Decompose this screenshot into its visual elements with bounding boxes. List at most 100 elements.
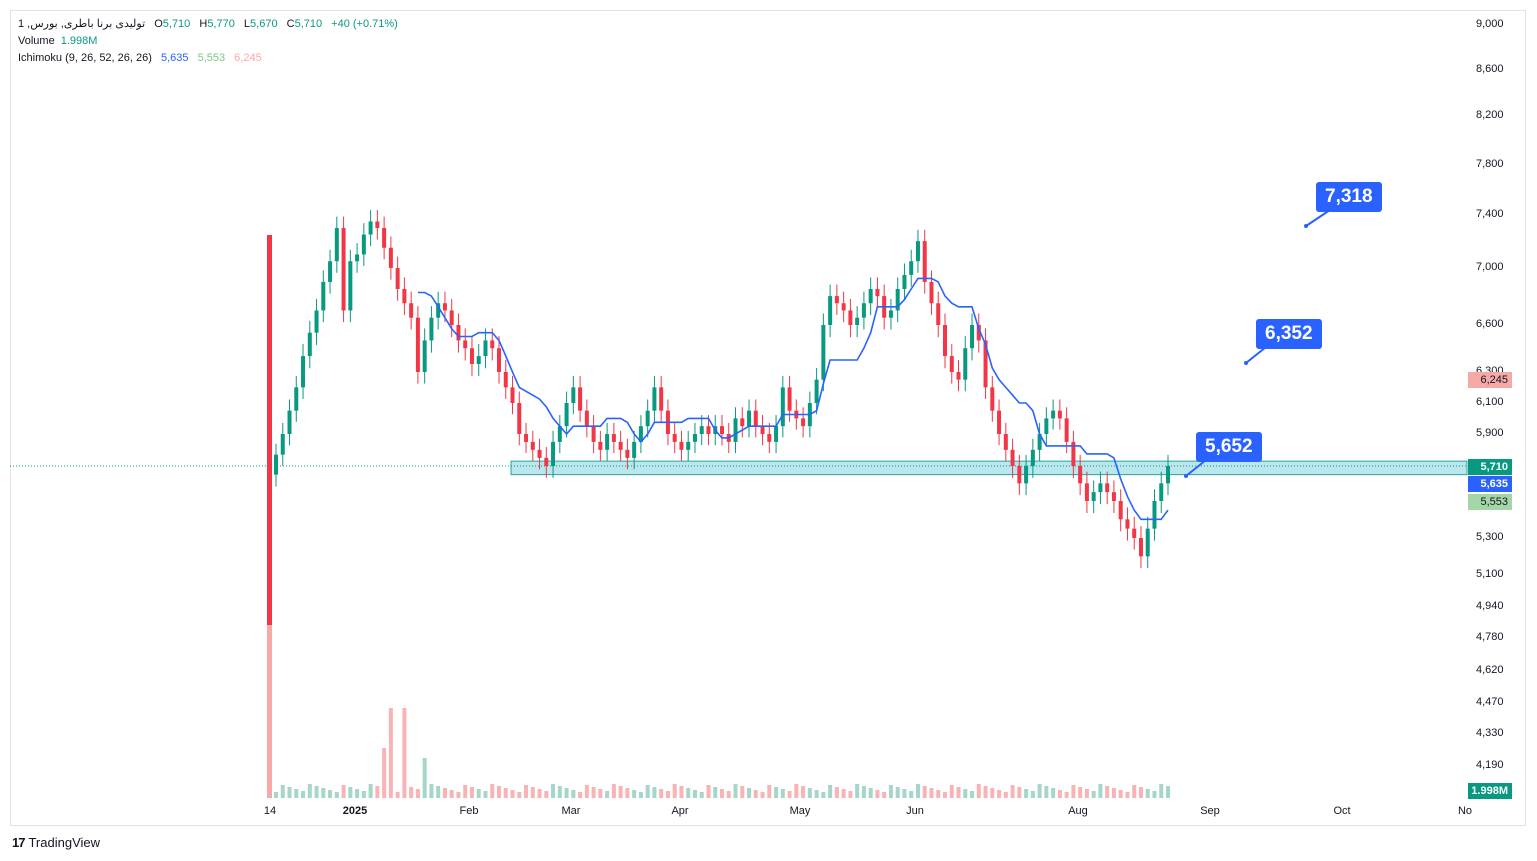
candle-body: [382, 227, 387, 248]
volume-bar: [733, 784, 738, 798]
volume-bar: [409, 787, 414, 798]
candle-body: [1078, 466, 1083, 484]
x-tick-label: Jun: [906, 805, 924, 817]
candle-body: [1030, 449, 1035, 466]
candle-body: [875, 288, 880, 297]
volume-bar: [605, 791, 610, 798]
volume-bar: [780, 789, 785, 798]
legend-volume-row[interactable]: Volume 1.998M: [18, 35, 98, 47]
candle-body: [551, 441, 556, 466]
x-tick-label: Sep: [1200, 805, 1220, 817]
candle-body: [1159, 483, 1164, 501]
volume-bar: [490, 784, 495, 798]
y-tick-label: 4,620: [1476, 664, 1504, 676]
volume-bar: [922, 786, 927, 798]
y-tick-label: 8,200: [1476, 109, 1504, 121]
symbol-name[interactable]: 1 ,تولیدی برنا باطری, بورس: [18, 18, 146, 30]
volume-bar: [902, 789, 907, 798]
volume-bar: [997, 790, 1002, 798]
candle-body: [1064, 418, 1069, 442]
volume-bar: [375, 786, 380, 798]
candle-body: [787, 387, 792, 411]
chart-frame[interactable]: [10, 10, 1526, 826]
volume-bar: [774, 787, 779, 798]
volume-bar: [361, 791, 366, 798]
volume-bar: [544, 791, 549, 798]
volume-bar: [517, 792, 522, 798]
volume-bar: [280, 785, 285, 798]
candle-body: [652, 387, 657, 411]
legend-ichimoku-row[interactable]: Ichimoku (9, 26, 52, 26, 26) 5,635 5,553…: [18, 52, 262, 64]
volume-bar: [868, 788, 873, 798]
volume-bar: [767, 785, 772, 798]
candle-body: [618, 441, 623, 450]
volume-value: 1.998M: [60, 35, 98, 47]
candle-body: [659, 387, 664, 411]
volume-bar: [510, 790, 515, 798]
y-tick-label: 7,400: [1476, 208, 1504, 220]
x-tick-label: Oct: [1333, 805, 1351, 817]
volume-bar: [497, 786, 501, 798]
candle-body: [679, 441, 684, 450]
candle-body: [1152, 501, 1157, 529]
volume-bar: [956, 787, 961, 798]
volume-bar: [963, 789, 968, 798]
candle-body: [1037, 434, 1042, 450]
candle-body: [672, 434, 677, 442]
candle-body: [294, 387, 299, 411]
footer-brand[interactable]: 17 TradingView: [12, 835, 100, 850]
volume-bar: [841, 789, 846, 798]
candle-body: [706, 426, 711, 434]
volume-bar: [909, 791, 914, 798]
volume-bar: [1051, 788, 1056, 798]
candle-body: [510, 387, 515, 403]
candle-body: [395, 268, 400, 289]
volume-bar: [787, 791, 792, 798]
volume-bar: [469, 787, 474, 798]
volume-bar: [382, 748, 387, 798]
candle-body: [611, 434, 616, 442]
candle-body: [780, 387, 785, 427]
volume-bar: [659, 789, 664, 798]
volume-bar: [1098, 784, 1103, 798]
volume-bar: [1024, 789, 1029, 798]
volume-bar: [699, 792, 704, 798]
candle-body: [828, 296, 833, 325]
x-tick-label: No: [1457, 805, 1473, 817]
candle-body: [307, 332, 312, 357]
spana-price-tag: 6,245: [1468, 372, 1512, 388]
candle-body: [524, 434, 529, 442]
volume-bar: [672, 784, 677, 798]
callout-leader: [1185, 459, 1207, 477]
volume-bar: [368, 784, 373, 798]
candle-body: [963, 348, 968, 380]
brand-name: TradingView: [28, 835, 101, 850]
callout-5652[interactable]: 5,652: [1196, 432, 1262, 462]
callout-7318[interactable]: 7,318: [1316, 182, 1382, 212]
candle-body: [1105, 483, 1110, 493]
spanb-price-tag: 5,553: [1468, 494, 1512, 510]
candle-body: [915, 241, 920, 262]
candle-body: [1010, 449, 1015, 466]
volume-bar: [348, 787, 353, 798]
candle-body: [483, 340, 488, 357]
volume-bar: [882, 792, 887, 798]
candle-body: [571, 387, 576, 403]
volume-bar: [476, 789, 481, 798]
candle-body: [821, 325, 826, 380]
candle-body: [774, 426, 779, 442]
volume-bar: [970, 791, 975, 798]
y-tick-label: 4,330: [1476, 727, 1504, 739]
candle-body: [625, 449, 630, 458]
x-tick-label: Aug: [1068, 805, 1088, 817]
volume-bar: [1078, 787, 1083, 798]
x-tick-label: 14: [263, 805, 277, 817]
callout-6352[interactable]: 6,352: [1256, 319, 1322, 349]
volume-bar: [1118, 790, 1123, 798]
volume-bar: [341, 785, 346, 798]
volume-bar: [807, 788, 812, 798]
volume-bar: [652, 787, 657, 798]
volume-bar: [503, 788, 508, 798]
candle-body: [497, 348, 501, 372]
